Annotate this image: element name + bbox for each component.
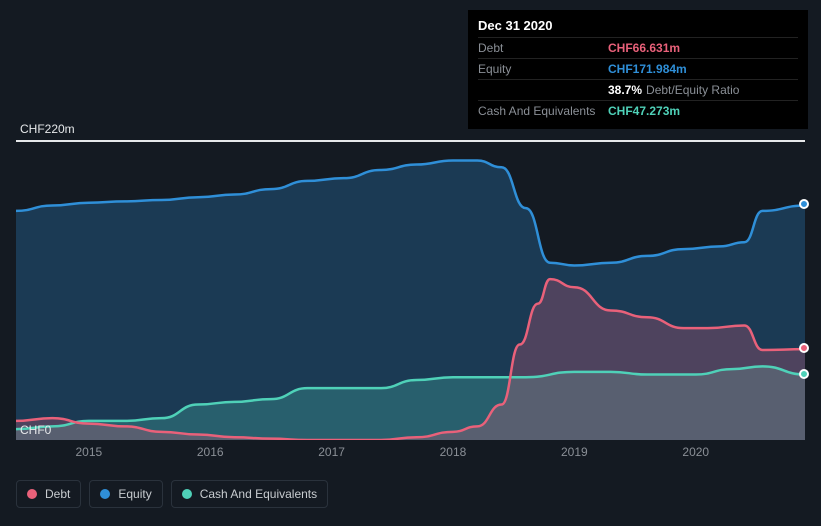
- y-axis-max-label: CHF220m: [20, 122, 75, 136]
- legend-item-debt[interactable]: Debt: [16, 480, 81, 508]
- chart-top-border: [16, 140, 805, 142]
- tooltip-row-value: CHF66.631m: [608, 41, 680, 55]
- x-axis-tick: 2016: [197, 445, 224, 459]
- legend-item-label: Cash And Equivalents: [200, 487, 317, 501]
- legend-swatch-icon: [100, 489, 110, 499]
- x-axis-tick: 2015: [75, 445, 102, 459]
- x-axis-tick: 2020: [682, 445, 709, 459]
- x-axis-tick: 2017: [318, 445, 345, 459]
- tooltip-row-suffix: Debt/Equity Ratio: [646, 83, 739, 97]
- equity-end-marker: [799, 199, 809, 209]
- tooltip-row-label: Equity: [478, 62, 608, 76]
- legend-item-cash[interactable]: Cash And Equivalents: [171, 480, 328, 508]
- chart-svg: [16, 140, 805, 440]
- x-axis-tick: 2018: [440, 445, 467, 459]
- tooltip-row-value: CHF47.273m: [608, 104, 680, 118]
- tooltip-row-value: CHF171.984m: [608, 62, 687, 76]
- tooltip-rows: DebtCHF66.631mEquityCHF171.984m38.7%Debt…: [478, 37, 798, 121]
- legend-swatch-icon: [182, 489, 192, 499]
- debt-end-marker: [799, 343, 809, 353]
- x-axis: 2015 2016 2017 2018 2019 2020: [16, 445, 805, 465]
- legend-item-equity[interactable]: Equity: [89, 480, 162, 508]
- legend-item-label: Debt: [45, 487, 70, 501]
- legend-item-label: Equity: [118, 487, 151, 501]
- tooltip-date: Dec 31 2020: [478, 18, 798, 33]
- x-axis-tick: 2019: [561, 445, 588, 459]
- legend-swatch-icon: [27, 489, 37, 499]
- tooltip-row-value: 38.7%: [608, 83, 642, 97]
- legend: Debt Equity Cash And Equivalents: [16, 480, 328, 508]
- y-axis-min-label: CHF0: [20, 423, 51, 437]
- chart-plot-area[interactable]: [16, 140, 805, 440]
- debt-equity-chart: Dec 31 2020 DebtCHF66.631mEquityCHF171.9…: [0, 0, 821, 526]
- tooltip-row-label: Debt: [478, 41, 608, 55]
- cash-end-marker: [799, 369, 809, 379]
- tooltip-row: DebtCHF66.631m: [478, 37, 798, 58]
- tooltip-panel: Dec 31 2020 DebtCHF66.631mEquityCHF171.9…: [468, 10, 808, 129]
- tooltip-row: EquityCHF171.984m: [478, 58, 798, 79]
- tooltip-row: 38.7% Debt/Equity Ratio: [478, 79, 798, 100]
- tooltip-row: Cash And EquivalentsCHF47.273m: [478, 100, 798, 121]
- tooltip-row-label: Cash And Equivalents: [478, 104, 608, 118]
